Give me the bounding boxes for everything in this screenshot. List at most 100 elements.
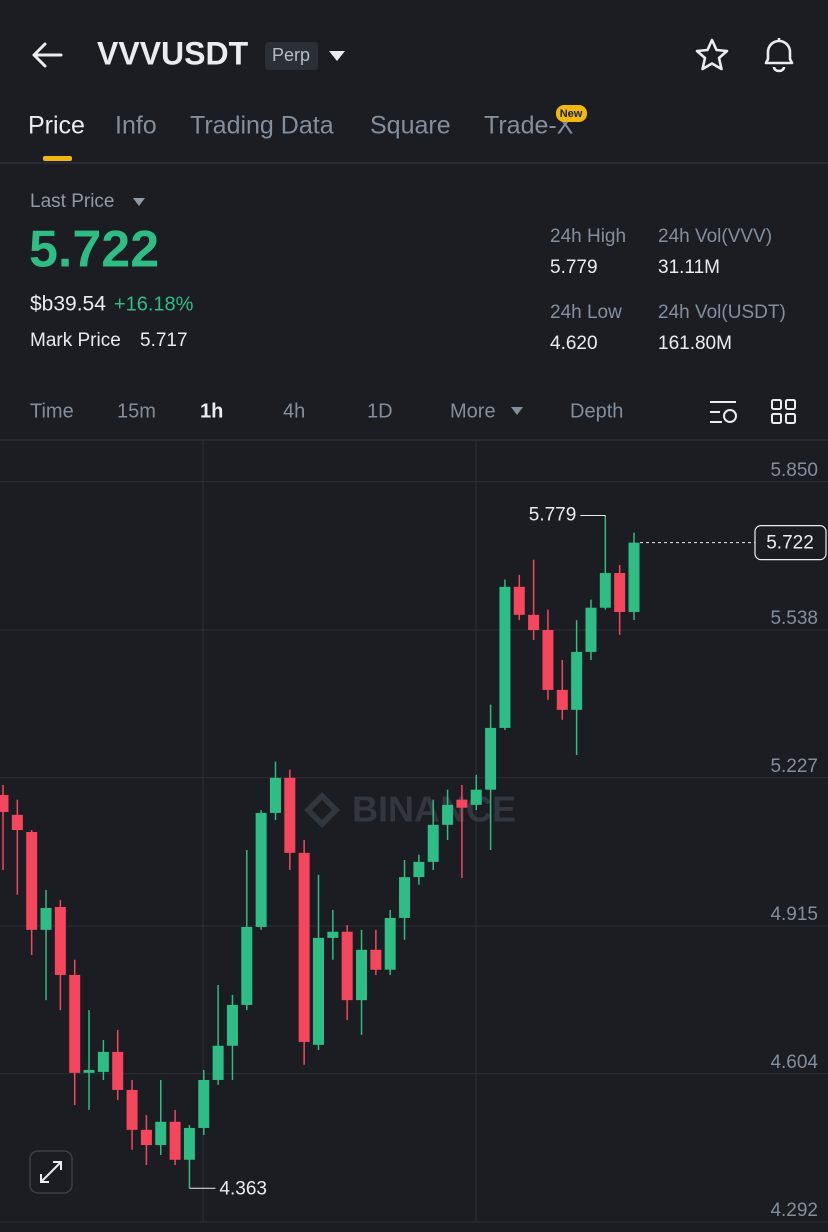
candle-body xyxy=(226,1004,238,1046)
stat-label: 24h High xyxy=(550,226,626,247)
candle-body xyxy=(585,607,597,652)
last-price-label[interactable]: Last Price xyxy=(30,191,114,212)
last-price-caret[interactable] xyxy=(133,198,145,206)
stats: 24h High 5.779 24h Vol(VVV) 31.11M 24h Low 4.… xyxy=(550,226,786,354)
mark-price: 5.717 xyxy=(140,330,188,351)
interval[interactable]: 1h xyxy=(200,400,223,422)
back-button[interactable] xyxy=(32,42,63,68)
candle-body xyxy=(255,812,267,927)
tab[interactable]: Trading Data xyxy=(190,112,334,140)
new-badge-bg xyxy=(556,105,587,122)
watermark-text: BINANCE xyxy=(352,789,516,830)
stat-value: 4.620 xyxy=(550,333,598,354)
stat-value: 5.779 xyxy=(550,257,598,278)
last-price: 5.722 xyxy=(29,221,159,279)
candle-body xyxy=(54,907,66,975)
y-tick-label: 4.604 xyxy=(770,1052,818,1073)
tab[interactable]: Square xyxy=(370,112,451,140)
watermark-logo xyxy=(304,792,340,828)
interval-bar: Time 15m 1h 4h 1D More Depth xyxy=(30,400,623,422)
interval[interactable]: 4h xyxy=(283,400,305,422)
notification-bell[interactable] xyxy=(764,38,794,73)
stat-label: 24h Vol(USDT) xyxy=(658,302,786,323)
layout-cell xyxy=(785,399,796,410)
high-marker: 5.779 xyxy=(529,505,577,526)
tab[interactable]: Price xyxy=(28,112,85,140)
tab[interactable]: Info xyxy=(115,112,157,140)
fullscreen-button[interactable] xyxy=(29,1150,73,1194)
settings-lines xyxy=(710,401,736,423)
perp-badge: Perp xyxy=(272,45,310,65)
candle-body xyxy=(341,931,353,1001)
candle-body xyxy=(427,824,439,862)
stat-label: 24h Vol(VVV) xyxy=(658,226,772,247)
last-price-tag-box xyxy=(754,525,827,561)
candle-body xyxy=(97,1051,109,1072)
candle-body xyxy=(327,931,339,938)
candle-body xyxy=(212,1045,224,1080)
new-badge: New xyxy=(560,108,583,120)
symbol-caret[interactable] xyxy=(329,51,345,61)
candle-body xyxy=(69,974,81,1073)
candle-body xyxy=(169,1121,181,1160)
price-change: +16.18% xyxy=(114,293,194,315)
interval[interactable]: 15m xyxy=(117,400,156,422)
fiat-price: $b39.54 xyxy=(30,293,106,316)
candle-body xyxy=(155,1121,167,1146)
stat-value: 161.80M xyxy=(658,333,732,354)
y-tick-label: 4.915 xyxy=(770,904,818,925)
candle-body xyxy=(413,861,425,878)
candle-body xyxy=(614,573,626,612)
interval[interactable]: Depth xyxy=(570,400,623,422)
last-price-tag: 5.722 xyxy=(766,533,814,554)
candle-body xyxy=(442,804,454,825)
y-tick-label: 4.292 xyxy=(770,1200,818,1221)
candle-body xyxy=(556,689,568,710)
candle-body xyxy=(313,937,324,1045)
candlestick-chart[interactable]: BINANCE 5.850 5.538 5.227 4.915 4.604 4.292 5.… xyxy=(0,440,828,1223)
interval[interactable]: Time xyxy=(30,400,74,422)
favorite-star[interactable] xyxy=(695,38,729,71)
candle-body xyxy=(284,777,296,853)
symbol-title[interactable]: VVVUSDT xyxy=(97,35,249,71)
candle-body xyxy=(126,1089,138,1130)
indicator-settings[interactable] xyxy=(710,401,737,423)
candle-body xyxy=(599,573,611,608)
candle-body xyxy=(140,1129,152,1146)
low-marker: 4.363 xyxy=(219,1178,267,1199)
y-tick-label: 5.538 xyxy=(770,608,818,629)
candle-body xyxy=(298,852,310,1042)
watermark: BINANCE xyxy=(304,789,516,830)
bell-clapper xyxy=(772,66,786,73)
candle-body xyxy=(183,1127,195,1160)
layout-cell xyxy=(771,413,782,424)
back-arrow xyxy=(32,42,63,68)
candle-body xyxy=(370,949,382,970)
stat-label: 24h Low xyxy=(550,302,622,323)
candle-body xyxy=(112,1051,124,1090)
tab-bar: Price Info Trading Data Square Trade-X xyxy=(28,112,574,140)
candle-body xyxy=(269,777,281,813)
candle-body xyxy=(571,651,583,710)
candle-body xyxy=(628,542,640,612)
candle-body xyxy=(485,727,497,790)
candle-body xyxy=(83,1069,95,1073)
candle-body xyxy=(356,949,368,1001)
interval[interactable]: 1D xyxy=(367,400,393,422)
mark-price-label: Mark Price xyxy=(30,330,121,351)
more-caret[interactable] xyxy=(511,407,523,415)
settings-gear xyxy=(723,409,737,423)
candle-body xyxy=(11,814,23,831)
candle-body xyxy=(384,917,396,970)
fullscreen-icon xyxy=(40,1161,62,1183)
active-tab-indicator xyxy=(43,156,72,161)
candle-body xyxy=(456,799,468,808)
candle-body xyxy=(198,1079,210,1128)
perp-badge-bg xyxy=(265,42,318,70)
layout-toggle[interactable] xyxy=(771,399,796,424)
candle-body xyxy=(513,586,525,615)
candle-body xyxy=(470,789,482,805)
interval[interactable]: More xyxy=(450,400,496,422)
y-tick-label: 5.850 xyxy=(770,460,818,481)
